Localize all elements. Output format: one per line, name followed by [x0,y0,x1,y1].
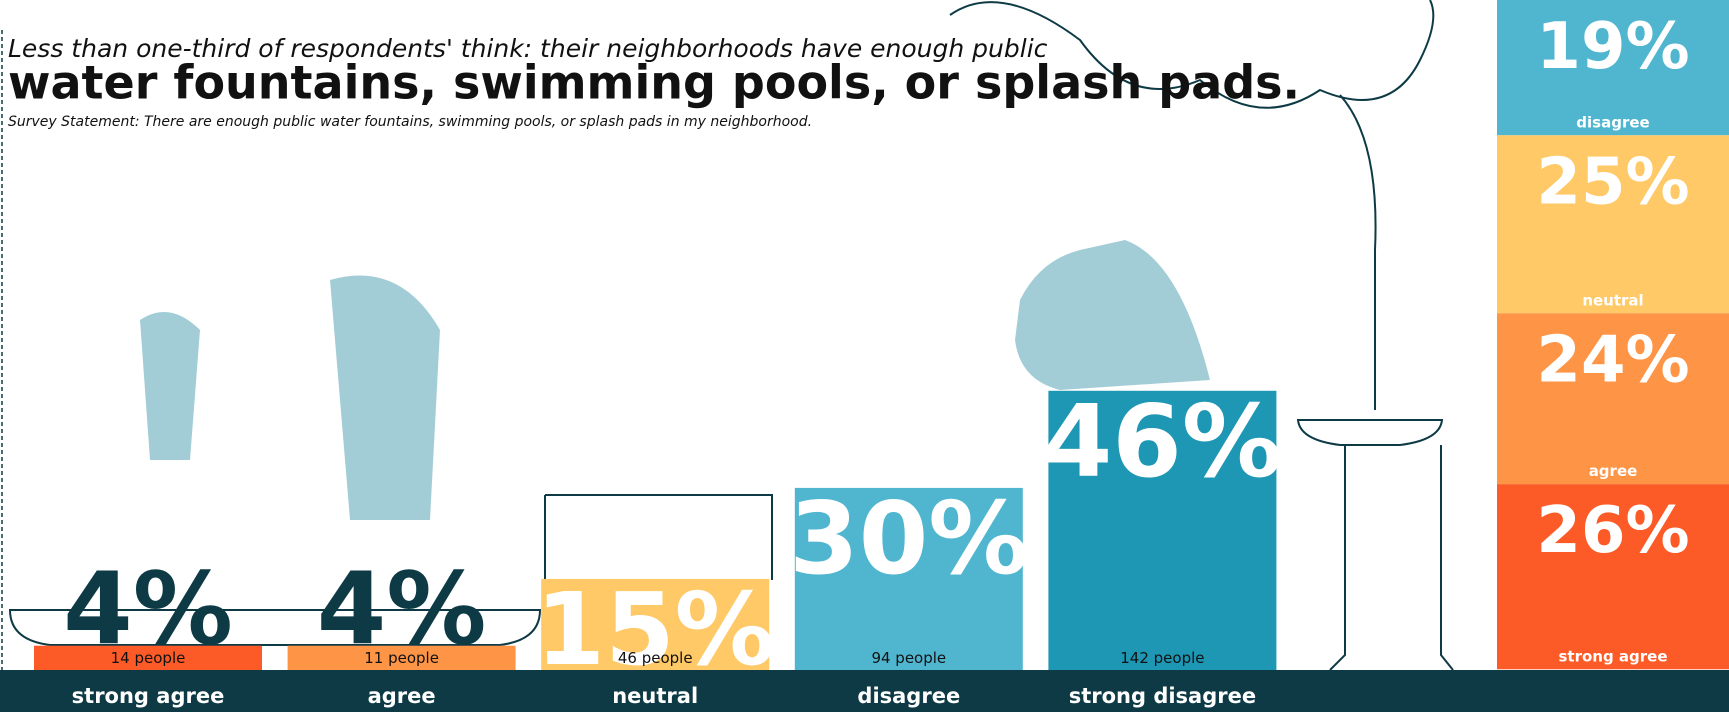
stack-segment [1497,135,1729,314]
subtitle: Survey Statement: There are enough publi… [8,114,812,130]
segment-value: 26% [1536,494,1689,568]
people-label: 94 people [871,649,946,667]
stack-segment [1497,484,1729,670]
footer-band [0,670,1729,712]
bar [287,645,516,670]
value-label: 4% [317,551,487,668]
supertitle: Less than one-third of respondents' thin… [8,34,1048,63]
segment-label: disagree [1576,113,1649,131]
people-label: 142 people [1120,649,1204,667]
people-label: 11 people [364,649,439,667]
category-label: agree [368,684,436,708]
value-label: 46% [1043,383,1282,500]
category-label: strong agree [72,684,225,708]
bar [34,645,262,670]
value-label: 4% [63,551,233,668]
category-label: disagree [857,684,960,708]
segment-value: 25% [1536,145,1689,219]
value-label: 15% [536,571,775,688]
people-label: 14 people [111,649,186,667]
title: water fountains, swimming pools, or spla… [8,56,1300,110]
segment-label: neutral [1582,291,1643,309]
category-label: neutral [612,684,698,708]
bar [1048,390,1277,670]
segment-value: 19% [1536,10,1689,84]
value-label: 30% [789,480,1028,597]
segment-label: agree [1589,462,1638,480]
decoration [8,0,1454,671]
stack-segment [1497,313,1729,485]
bar [541,578,770,670]
people-label: 46 people [618,649,693,667]
segment-value: 24% [1536,323,1689,397]
bar [794,487,1023,670]
category-label: strong disagree [1069,684,1256,708]
stack-segment [1497,0,1729,136]
segment-label: strong agree [1558,647,1667,665]
